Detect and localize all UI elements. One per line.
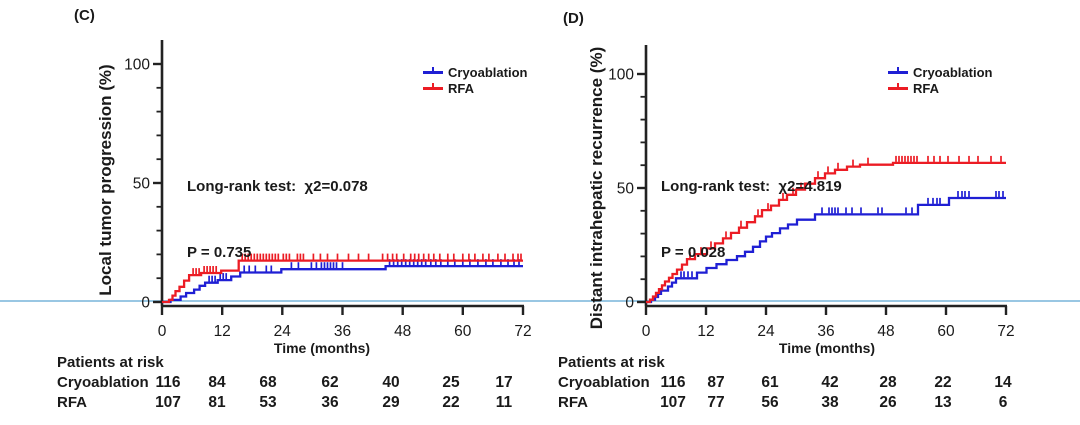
at-risk-value: 40	[382, 374, 399, 391]
at-risk-value: 13	[934, 394, 952, 411]
legend-item-cryoablation: Cryoablation	[888, 65, 993, 80]
at-risk-header-d: Patients at risk	[558, 354, 665, 371]
at-risk-value: 84	[208, 374, 226, 391]
legend-item-rfa: RFA	[888, 81, 992, 96]
legend-label: RFA	[448, 81, 474, 96]
y-tick-label: 50	[133, 176, 151, 193]
panel-label-d: (D)	[563, 10, 584, 27]
y-tick-label: 100	[608, 67, 634, 84]
x-axis-title-c: Time (months)	[273, 340, 371, 356]
at-risk-value: 62	[321, 374, 338, 391]
stats-block-d: Long-rank test: χ2=4.819 P = 0.028	[661, 132, 842, 308]
x-tick-label: 24	[757, 323, 775, 340]
legend-c: Cryoablation RFA	[423, 65, 528, 96]
x-tick-label: 72	[514, 323, 531, 340]
at-risk-value: 81	[208, 394, 226, 411]
at-risk-value: 107	[660, 394, 686, 411]
cryoablation-line-icon	[423, 67, 443, 74]
legend-d: Cryoablation RFA	[888, 65, 993, 96]
at-risk-value: 29	[382, 394, 400, 411]
at-risk-row-label: RFA	[57, 394, 87, 411]
cryoablation-line-icon	[888, 67, 908, 74]
x-tick-label: 0	[642, 323, 651, 340]
at-risk-value: 42	[821, 374, 838, 391]
panel-label-c: (C)	[74, 7, 95, 24]
x-tick-label: 0	[158, 323, 167, 340]
x-axis-title-d: Time (months)	[778, 340, 876, 356]
y-tick-label: 0	[625, 295, 634, 312]
legend-label: RFA	[913, 81, 939, 96]
at-risk-value: 14	[994, 374, 1012, 391]
at-risk-value: 36	[321, 394, 339, 411]
logrank-test-text-d: Long-rank test: χ2=4.819	[661, 178, 842, 195]
survival-curve-rfa	[162, 259, 523, 304]
baseline-zero-line	[0, 300, 1080, 302]
stats-block-c: Long-rank test: χ2=0.078 P = 0.735	[187, 132, 368, 308]
at-risk-value: 116	[155, 374, 180, 391]
rfa-line-icon	[888, 83, 908, 90]
x-tick-label: 48	[877, 323, 894, 340]
survival-curve-cryoablation	[646, 196, 1006, 304]
at-risk-value: 77	[707, 394, 724, 411]
at-risk-value: 61	[761, 374, 779, 391]
at-risk-value: 22	[442, 394, 459, 411]
survival-curve-cryoablation	[162, 264, 523, 304]
x-tick-label: 36	[817, 323, 834, 340]
at-risk-value: 107	[155, 394, 181, 411]
x-tick-label: 72	[997, 323, 1014, 340]
x-tick-label: 60	[454, 323, 472, 340]
at-risk-row-label: Cryoablation	[558, 374, 650, 391]
x-tick-label: 48	[394, 323, 411, 340]
rfa-line-icon	[423, 83, 443, 90]
at-risk-value: 6	[999, 394, 1008, 411]
at-risk-value: 87	[707, 374, 724, 391]
x-tick-label: 24	[274, 323, 292, 340]
at-risk-value: 22	[934, 374, 951, 391]
logrank-test-text-c: Long-rank test: χ2=0.078	[187, 178, 368, 195]
x-tick-label: 12	[697, 323, 714, 340]
x-tick-label: 60	[937, 323, 955, 340]
at-risk-value: 56	[761, 394, 779, 411]
at-risk-value: 25	[442, 374, 460, 391]
y-tick-label: 100	[124, 57, 150, 74]
at-risk-value: 11	[496, 394, 513, 411]
survival-curve-rfa	[646, 161, 1006, 304]
y-axis-title-d: Distant intrahepatic recurrence (%)	[587, 46, 606, 330]
at-risk-value: 17	[495, 374, 512, 391]
legend-item-cryoablation: Cryoablation	[423, 65, 528, 80]
legend-label: Cryoablation	[913, 65, 993, 80]
at-risk-row-label: RFA	[558, 394, 588, 411]
at-risk-row-label: Cryoablation	[57, 374, 149, 391]
at-risk-value: 28	[879, 374, 897, 391]
p-value-text-d: P = 0.028	[661, 244, 726, 261]
at-risk-value: 116	[660, 374, 685, 391]
p-value-text-c: P = 0.735	[187, 244, 252, 261]
y-tick-label: 50	[617, 181, 635, 198]
at-risk-value: 53	[259, 394, 277, 411]
x-tick-label: 36	[334, 323, 351, 340]
at-risk-value: 38	[821, 394, 839, 411]
at-risk-value: 68	[259, 374, 277, 391]
y-axis-title-c: Local tumor progression (%)	[96, 64, 115, 296]
legend-item-rfa: RFA	[423, 81, 527, 96]
legend-label: Cryoablation	[448, 65, 528, 80]
at-risk-header-c: Patients at risk	[57, 354, 164, 371]
at-risk-value: 26	[879, 394, 897, 411]
y-tick-label: 0	[141, 295, 150, 312]
x-tick-label: 12	[214, 323, 231, 340]
